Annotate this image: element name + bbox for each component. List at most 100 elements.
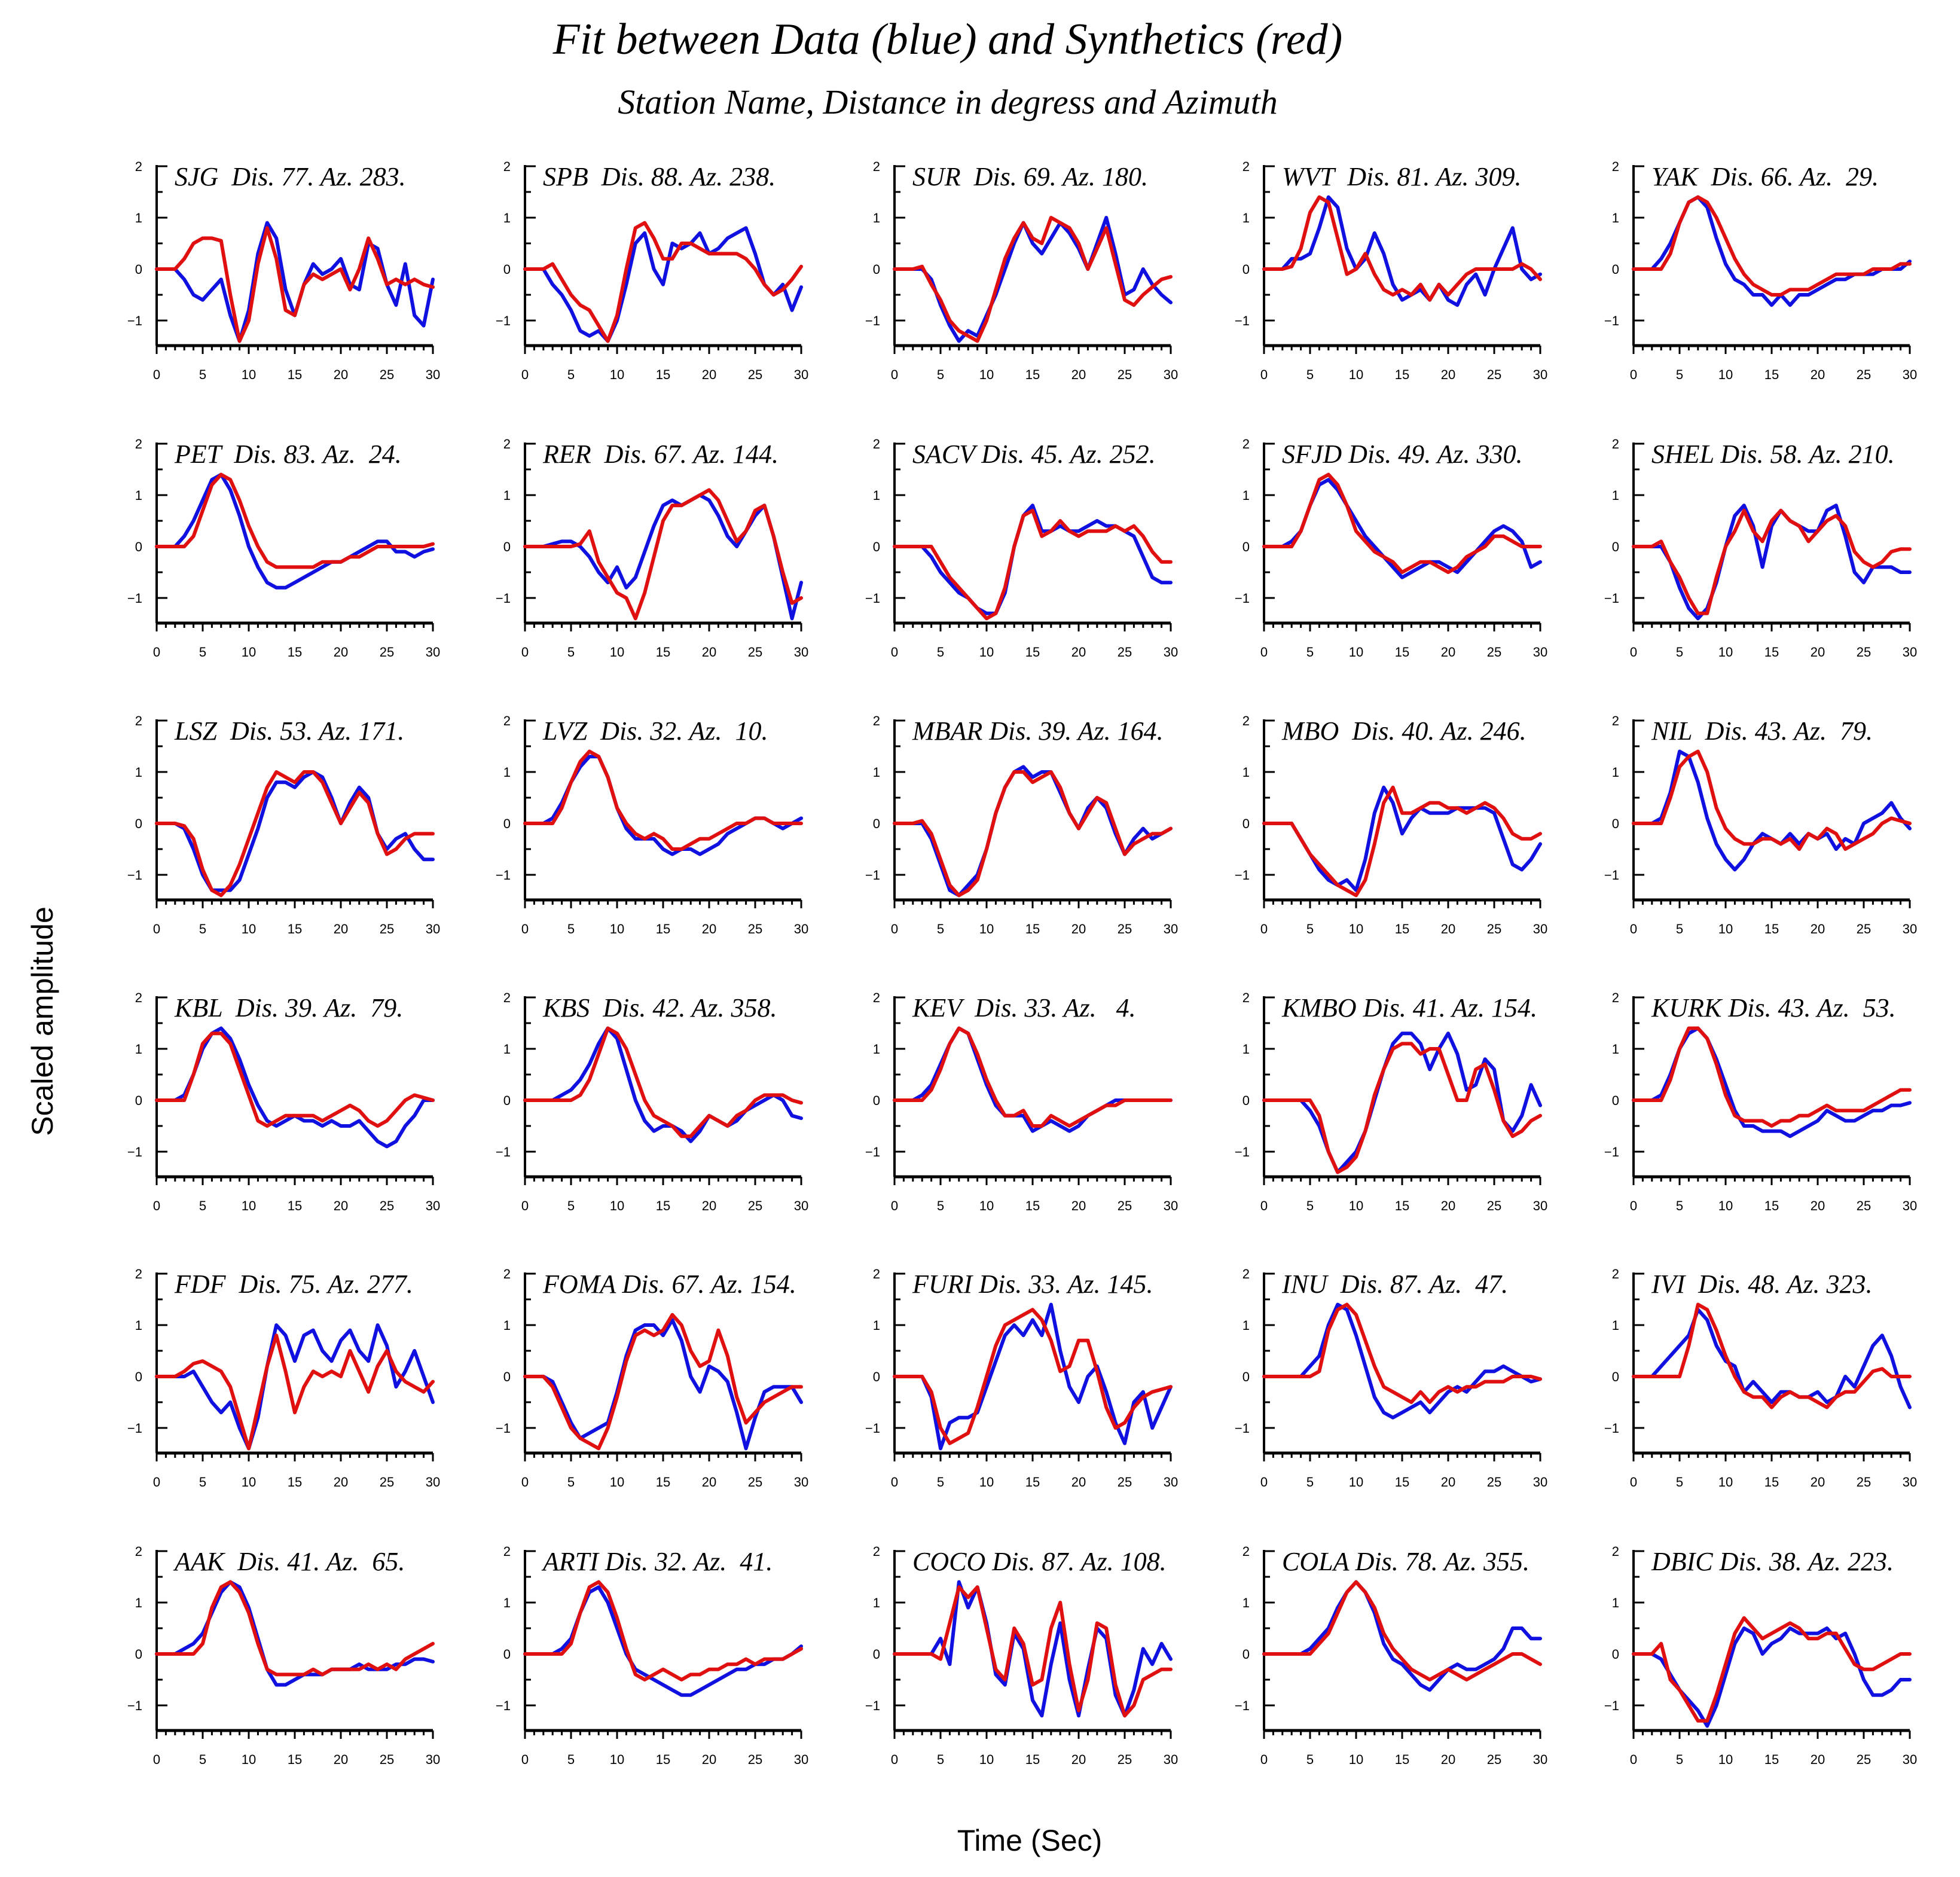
- y-tick-label: 0: [1612, 816, 1619, 831]
- panel-title: INU Dis. 87. Az. 47.: [1281, 1269, 1508, 1299]
- panel-title: COLA Dis. 78. Az. 355.: [1282, 1547, 1529, 1576]
- x-tick-label: 25: [1857, 921, 1871, 936]
- x-tick-label: 0: [521, 1752, 529, 1767]
- synthetic-trace: [893, 770, 1173, 898]
- station-panel: SJG Dis. 77. Az. 283.210−10 5 10 15 20 25 30: [127, 159, 440, 382]
- y-tick-label: 2: [1242, 1266, 1250, 1281]
- station-panel: FOMA Dis. 67. Az. 154.210−10 5 10 15 20 25 30: [496, 1266, 808, 1490]
- x-tick-label: 15: [1395, 921, 1409, 936]
- x-tick-label: 10: [979, 367, 994, 382]
- y-tick-label: 0: [503, 539, 511, 554]
- x-tick-label: 0: [1630, 1752, 1637, 1767]
- x-tick-label: 20: [334, 1475, 348, 1490]
- x-tick-label: 0: [1260, 645, 1268, 660]
- x-tick-label: 0: [521, 921, 529, 936]
- x-tick-label: 0: [153, 1475, 160, 1490]
- panel-title: MBAR Dis. 39. Az. 164.: [912, 716, 1164, 746]
- x-tick-label: 30: [794, 1198, 808, 1213]
- synthetic-trace: [1262, 195, 1542, 302]
- y-tick-label: 1: [135, 1042, 142, 1057]
- x-tick-label: 15: [1764, 1752, 1779, 1767]
- y-tick-label: 0: [1612, 262, 1619, 277]
- panel-title: LSZ Dis. 53. Az. 171.: [174, 716, 404, 746]
- data-trace: [523, 1318, 803, 1451]
- station-panel: NIL Dis. 43. Az. 79.210−10 5 10 15 20 25 30: [1604, 713, 1917, 936]
- station-panel: SPB Dis. 88. Az. 238.210−10 5 10 15 20 25 30: [496, 159, 808, 382]
- y-tick-label: 2: [1612, 159, 1619, 174]
- y-tick-label: 0: [135, 262, 142, 277]
- data-trace: [155, 1580, 435, 1687]
- panel-title: LVZ Dis. 32. Az. 10.: [542, 716, 768, 746]
- y-tick-label: −1: [1604, 1698, 1619, 1713]
- station-panel: SUR Dis. 69. Az. 180.210−10 5 10 15 20 25 30: [865, 159, 1178, 382]
- x-tick-label: 0: [1630, 1475, 1637, 1490]
- x-tick-label: 5: [1676, 921, 1683, 936]
- x-tick-label: 20: [1811, 367, 1825, 382]
- x-tick-label: 20: [1811, 645, 1825, 660]
- station-panel: RER Dis. 67. Az. 144.210−10 5 10 15 20 25 30: [496, 437, 808, 660]
- x-tick-label: 30: [1903, 921, 1917, 936]
- x-tick-label: 30: [1164, 1198, 1178, 1213]
- y-tick-label: −1: [1604, 1421, 1619, 1436]
- data-trace: [893, 503, 1173, 615]
- panel-title: MBO Dis. 40. Az. 246.: [1281, 716, 1527, 746]
- y-tick-label: 1: [503, 1318, 511, 1333]
- y-tick-label: −1: [865, 868, 880, 883]
- panel-title: SACV Dis. 45. Az. 252.: [912, 440, 1156, 469]
- x-tick-label: 10: [242, 1198, 256, 1213]
- x-tick-label: 30: [426, 1475, 440, 1490]
- x-tick-label: 25: [380, 1752, 394, 1767]
- y-tick-label: 1: [873, 1042, 880, 1057]
- data-trace: [1632, 749, 1912, 872]
- x-tick-label: 5: [199, 367, 206, 382]
- station-panel: FURI Dis. 33. Az. 145.210−10 5 10 15 20 25 30: [865, 1266, 1178, 1490]
- x-tick-label: 5: [1676, 1198, 1683, 1213]
- y-tick-label: 1: [1612, 1318, 1619, 1333]
- x-tick-label: 5: [199, 1198, 206, 1213]
- x-tick-label: 0: [1630, 921, 1637, 936]
- y-axis-label: Scaled amplitude: [26, 907, 59, 1136]
- x-tick-label: 20: [1811, 1752, 1825, 1767]
- x-tick-label: 5: [199, 645, 206, 660]
- station-panel: MBAR Dis. 39. Az. 164.210−10 5 10 15 20 25 30: [865, 713, 1178, 936]
- panel-title: FURI Dis. 33. Az. 145.: [912, 1269, 1153, 1299]
- y-tick-label: 2: [503, 1544, 511, 1559]
- y-tick-label: 2: [135, 990, 142, 1005]
- x-tick-label: 30: [426, 1752, 440, 1767]
- x-tick-label: 25: [1857, 645, 1871, 660]
- x-tick-label: 15: [1395, 1752, 1409, 1767]
- x-tick-label: 20: [702, 921, 716, 936]
- x-tick-label: 20: [702, 645, 716, 660]
- x-tick-label: 25: [748, 1752, 762, 1767]
- y-tick-label: 0: [135, 816, 142, 831]
- synthetic-trace: [1262, 785, 1542, 898]
- data-trace: [1632, 1308, 1912, 1409]
- data-trace: [1262, 478, 1542, 579]
- y-tick-label: −1: [1235, 1144, 1250, 1159]
- y-tick-label: 0: [873, 539, 880, 554]
- x-tick-label: 25: [1487, 1198, 1501, 1213]
- x-tick-label: 5: [1676, 1752, 1683, 1767]
- y-tick-label: 1: [1242, 1595, 1250, 1610]
- x-tick-label: 15: [1025, 1752, 1040, 1767]
- y-tick-label: 2: [873, 1544, 880, 1559]
- x-tick-label: 5: [567, 1198, 575, 1213]
- y-tick-label: 2: [1612, 713, 1619, 728]
- x-tick-label: 30: [1533, 367, 1547, 382]
- x-tick-label: 20: [1811, 921, 1825, 936]
- y-tick-label: −1: [865, 1698, 880, 1713]
- x-tick-label: 20: [1071, 1475, 1086, 1490]
- synthetic-trace: [155, 770, 435, 898]
- x-tick-label: 5: [567, 921, 575, 936]
- synthetic-trace: [893, 1308, 1173, 1445]
- y-tick-label: 1: [1612, 1595, 1619, 1610]
- y-tick-label: 1: [1612, 1042, 1619, 1057]
- panel-title: FOMA Dis. 67. Az. 154.: [542, 1269, 796, 1299]
- y-tick-label: 0: [503, 1369, 511, 1384]
- y-tick-label: 0: [503, 1093, 511, 1108]
- synthetic-trace: [523, 1580, 803, 1681]
- x-tick-label: 30: [426, 645, 440, 660]
- x-tick-label: 30: [1533, 645, 1547, 660]
- x-tick-label: 25: [1487, 1752, 1501, 1767]
- x-tick-label: 5: [937, 1475, 944, 1490]
